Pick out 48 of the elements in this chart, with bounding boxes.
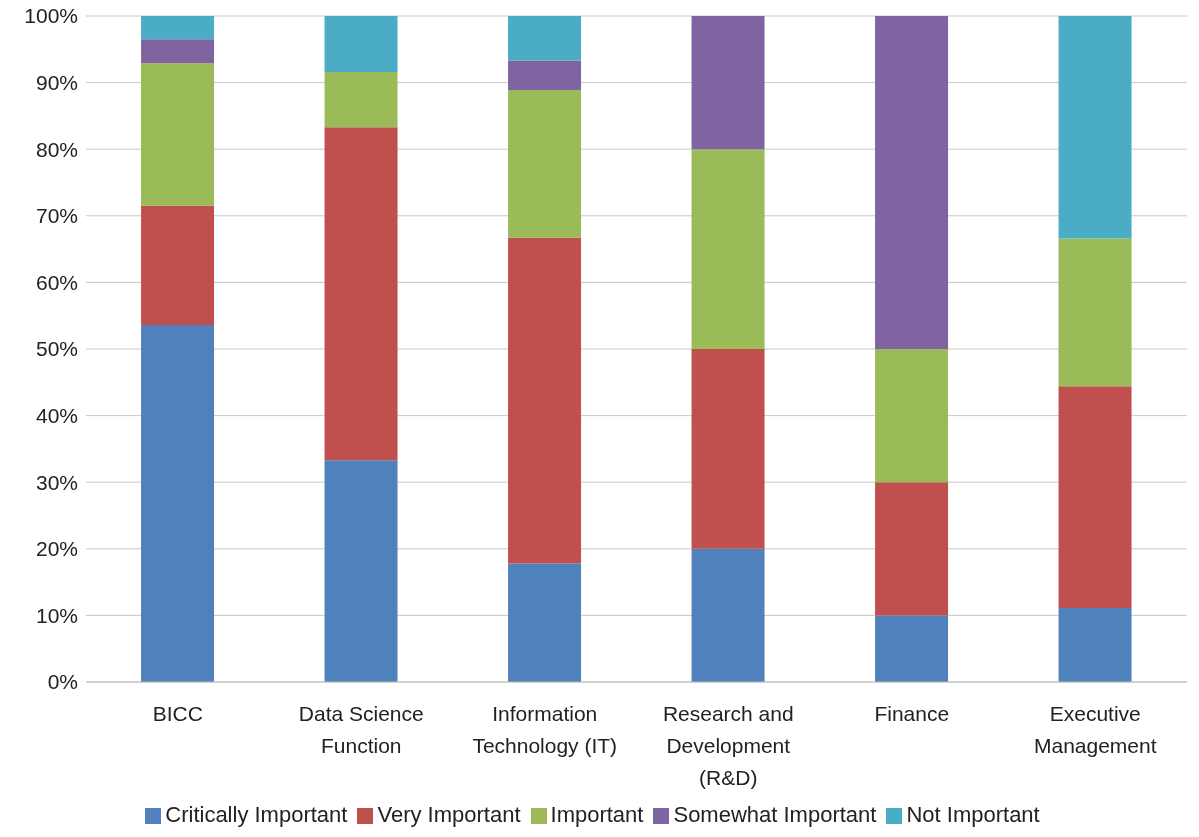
- bar: [508, 237, 582, 564]
- legend-label: Critically Important: [165, 802, 348, 827]
- legend-label: Very Important: [377, 802, 521, 827]
- bar: [324, 16, 398, 72]
- y-tick-label: 40%: [35, 404, 78, 428]
- legend-label: Somewhat Important: [673, 802, 877, 827]
- x-tick-label: Data Science Function: [298, 702, 424, 757]
- bar: [875, 482, 949, 616]
- x-tick-label: Research and Development (R&D): [662, 702, 794, 789]
- bar: [1058, 386, 1132, 609]
- y-tick-label: 90%: [35, 71, 78, 95]
- y-tick-label: 80%: [35, 137, 78, 161]
- bar: [141, 325, 215, 682]
- x-tick-label: BICC: [152, 702, 203, 725]
- bar: [875, 615, 949, 682]
- bar: [324, 71, 398, 128]
- bar: [1058, 16, 1132, 239]
- x-tick-label: Executive Management: [1033, 702, 1157, 757]
- bar: [691, 349, 765, 549]
- bar: [875, 16, 949, 349]
- bar: [508, 16, 582, 61]
- bar: [691, 548, 765, 682]
- x-tick-label: Finance: [874, 702, 950, 725]
- bar: [691, 149, 765, 349]
- y-tick-label: 50%: [35, 337, 78, 361]
- y-tick-label: 70%: [35, 204, 78, 228]
- bar: [875, 349, 949, 483]
- y-tick-label: 30%: [35, 470, 78, 494]
- bar: [141, 39, 215, 64]
- bar: [508, 563, 582, 682]
- y-tick-label: 0%: [47, 670, 78, 694]
- bar: [141, 205, 215, 326]
- y-tick-label: 20%: [35, 537, 78, 561]
- y-tick-label: 10%: [35, 603, 78, 627]
- bar: [324, 127, 398, 461]
- x-tick-label: Information Technology (IT): [472, 702, 618, 757]
- y-tick-label: 100%: [24, 4, 78, 28]
- bar: [1058, 238, 1132, 387]
- legend-label: Not Important: [906, 802, 1040, 827]
- bar: [508, 60, 582, 90]
- bar: [324, 460, 398, 682]
- bar: [691, 16, 765, 150]
- legend-label: Important: [550, 802, 644, 827]
- bar: [141, 16, 215, 40]
- bar: [1058, 608, 1132, 682]
- bar: [508, 89, 582, 238]
- y-tick-label: 60%: [35, 270, 78, 294]
- bar: [141, 63, 215, 206]
